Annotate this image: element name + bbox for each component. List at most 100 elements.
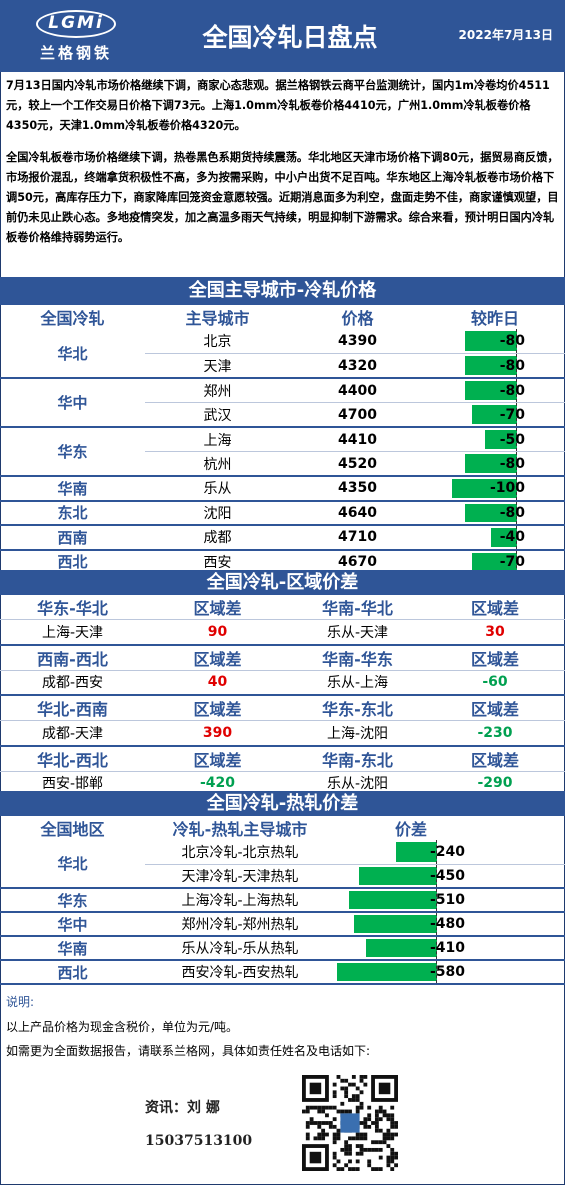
contact-name: 资讯：刘 娜 [145, 1100, 220, 1116]
zero-axis [516, 354, 517, 377]
spread-diff-label-right: 区域差 [425, 745, 565, 772]
diff-cell: -480 [335, 912, 565, 937]
city-name: 乐从 [145, 476, 290, 502]
diff-value: -510 [429, 892, 465, 908]
cold-hot-header-row: 全国地区 冷轧-热轧主导城市 价差 [0, 816, 565, 840]
change-bar [471, 405, 517, 424]
logo-ring-icon [36, 10, 116, 38]
diff-value: -450 [429, 867, 465, 884]
change-value: -80 [499, 455, 525, 472]
city-price-row: 东北 沈阳 4640 -80 [0, 500, 565, 526]
notes-contact-line: 如需更为全面数据报告，请联系兰格网，具体如责任姓名及电话如下: [6, 1044, 371, 1058]
change-bar [465, 503, 517, 522]
spread-title-right: 华东-东北 [290, 695, 425, 721]
spread-pair-right: 上海-沈阳 [290, 720, 425, 747]
region-label: 华南 [0, 936, 145, 961]
col-header-change: 较昨日 [470, 309, 519, 328]
spread-title-left: 华东-华北 [0, 595, 145, 620]
city-price: 4350 [290, 476, 425, 502]
price-change-cell: -70 [425, 402, 565, 428]
diff-bar [359, 866, 437, 885]
spread-header-row: 华北-西南 区域差 华东-东北 区域差 [0, 695, 565, 721]
header-bar: LGMi 兰格钢铁 全国冷轧日盘点 2022年7月13日 [0, 0, 565, 72]
city-name: 杭州 [145, 451, 290, 477]
spread-diff-label-left: 区域差 [145, 644, 290, 671]
spread-diff-label-left: 区域差 [145, 745, 290, 772]
section-city-prices-title: 全国主导城市-冷轧价格 [0, 277, 565, 305]
price-change-cell: -80 [425, 353, 565, 379]
change-value: -70 [499, 553, 525, 570]
city-price-table: 全国冷轧 主导城市 价格 较昨日 华北 北京 4390 -80 天津 4320 -80 华中郑… [0, 305, 565, 575]
city-price-row: 杭州 4520 -80 [0, 451, 565, 477]
brand-logo: LGMi 兰格钢铁 [26, 6, 126, 66]
diff-cell: -240 [335, 840, 565, 865]
city-price-row: 华中 郑州 4400 -80 [0, 378, 565, 428]
city-price: 4700 [290, 402, 425, 428]
city-pair: 西安冷轧-西安热轧 [145, 960, 335, 985]
change-bar [491, 528, 517, 547]
cold-hot-spread-table: 全国地区 冷轧-热轧主导城市 价差 华北 北京冷轧-北京热轧 -240 天津冷轧-天津… [0, 816, 565, 985]
spread-title-right: 华南-华东 [290, 644, 425, 671]
city-price: 4390 [290, 329, 425, 354]
col-header-area: 全国地区 [40, 820, 105, 839]
zero-axis [436, 961, 437, 983]
spread-value-right: 30 [425, 619, 565, 646]
zero-axis [436, 913, 437, 935]
spread-title-left: 华北-西北 [0, 745, 145, 772]
report-date: 2022年7月13日 [458, 28, 553, 42]
spread-pair-left: 上海-天津 [0, 619, 145, 646]
spread-title-left: 华北-西南 [0, 695, 145, 721]
change-bar [452, 479, 517, 498]
city-price-row: 天津 4320 -80 [0, 353, 565, 379]
change-value: -70 [499, 406, 525, 423]
spread-header-row: 西南-西北 区域差 华南-华东 区域差 [0, 644, 565, 671]
city-name: 武汉 [145, 402, 290, 428]
zero-axis [436, 840, 437, 864]
spread-pair-right: 乐从-上海 [290, 670, 425, 696]
market-summary: 7月13日国内冷轧市场价格继续下调，商家心态悲观。据兰格钢铁云商平台监测统计，国… [0, 72, 565, 277]
section-city-prices-title-text: 全国主导城市-冷轧价格 [188, 280, 377, 301]
spread-value-right: -230 [425, 720, 565, 747]
zero-axis [516, 526, 517, 549]
city-price-row: 华南 乐从 4350 -100 [0, 476, 565, 502]
change-value: -80 [499, 333, 525, 349]
logo-text: LGMi [48, 13, 104, 33]
city-name: 成都 [145, 525, 290, 551]
city-pair: 上海冷轧-上海热轧 [145, 888, 335, 913]
city-pair: 乐从冷轧-乐从热轧 [145, 936, 335, 961]
diff-bar [395, 842, 437, 862]
region-label: 华东 [0, 427, 145, 477]
zero-axis [436, 937, 437, 959]
change-bar [465, 454, 517, 473]
city-price: 4520 [290, 451, 425, 477]
change-value: -80 [499, 382, 525, 399]
change-bar [465, 356, 517, 375]
col-header-city-pair: 冷轧-热轧主导城市 [172, 820, 308, 839]
region-label: 西北 [0, 960, 145, 985]
spread-diff-label-left: 区域差 [145, 595, 290, 620]
zero-axis [516, 428, 517, 451]
price-change-cell: -80 [425, 329, 565, 354]
region-label: 华北 [0, 329, 145, 379]
spread-diff-label-right: 区域差 [425, 644, 565, 671]
change-bar [471, 552, 517, 571]
qr-code-icon[interactable] [302, 1075, 398, 1171]
city-name: 郑州 [145, 378, 290, 403]
price-change-cell: -80 [425, 451, 565, 477]
notes-unit-line: 以上产品价格为现金含税价，单位为元/吨。 [6, 1020, 239, 1034]
spread-title-right: 华南-东北 [290, 745, 425, 772]
city-name: 北京 [145, 329, 290, 354]
zero-axis [516, 550, 517, 573]
notes-label: 说明: [6, 995, 35, 1009]
cold-hot-row: 华东 上海冷轧-上海热轧 -510 [0, 888, 565, 913]
spread-header-row: 华东-华北 区域差 华南-华北 区域差 [0, 595, 565, 620]
spread-value-left: 90 [145, 619, 290, 646]
price-change-cell: -50 [425, 427, 565, 452]
city-price-row: 华北 北京 4390 -80 [0, 329, 565, 379]
region-label: 华东 [0, 888, 145, 913]
city-name: 上海 [145, 427, 290, 452]
spread-diff-label-right: 区域差 [425, 595, 565, 620]
change-value: -40 [499, 529, 525, 546]
diff-cell: -580 [335, 960, 565, 985]
logo-chinese-name: 兰格钢铁 [39, 44, 112, 62]
